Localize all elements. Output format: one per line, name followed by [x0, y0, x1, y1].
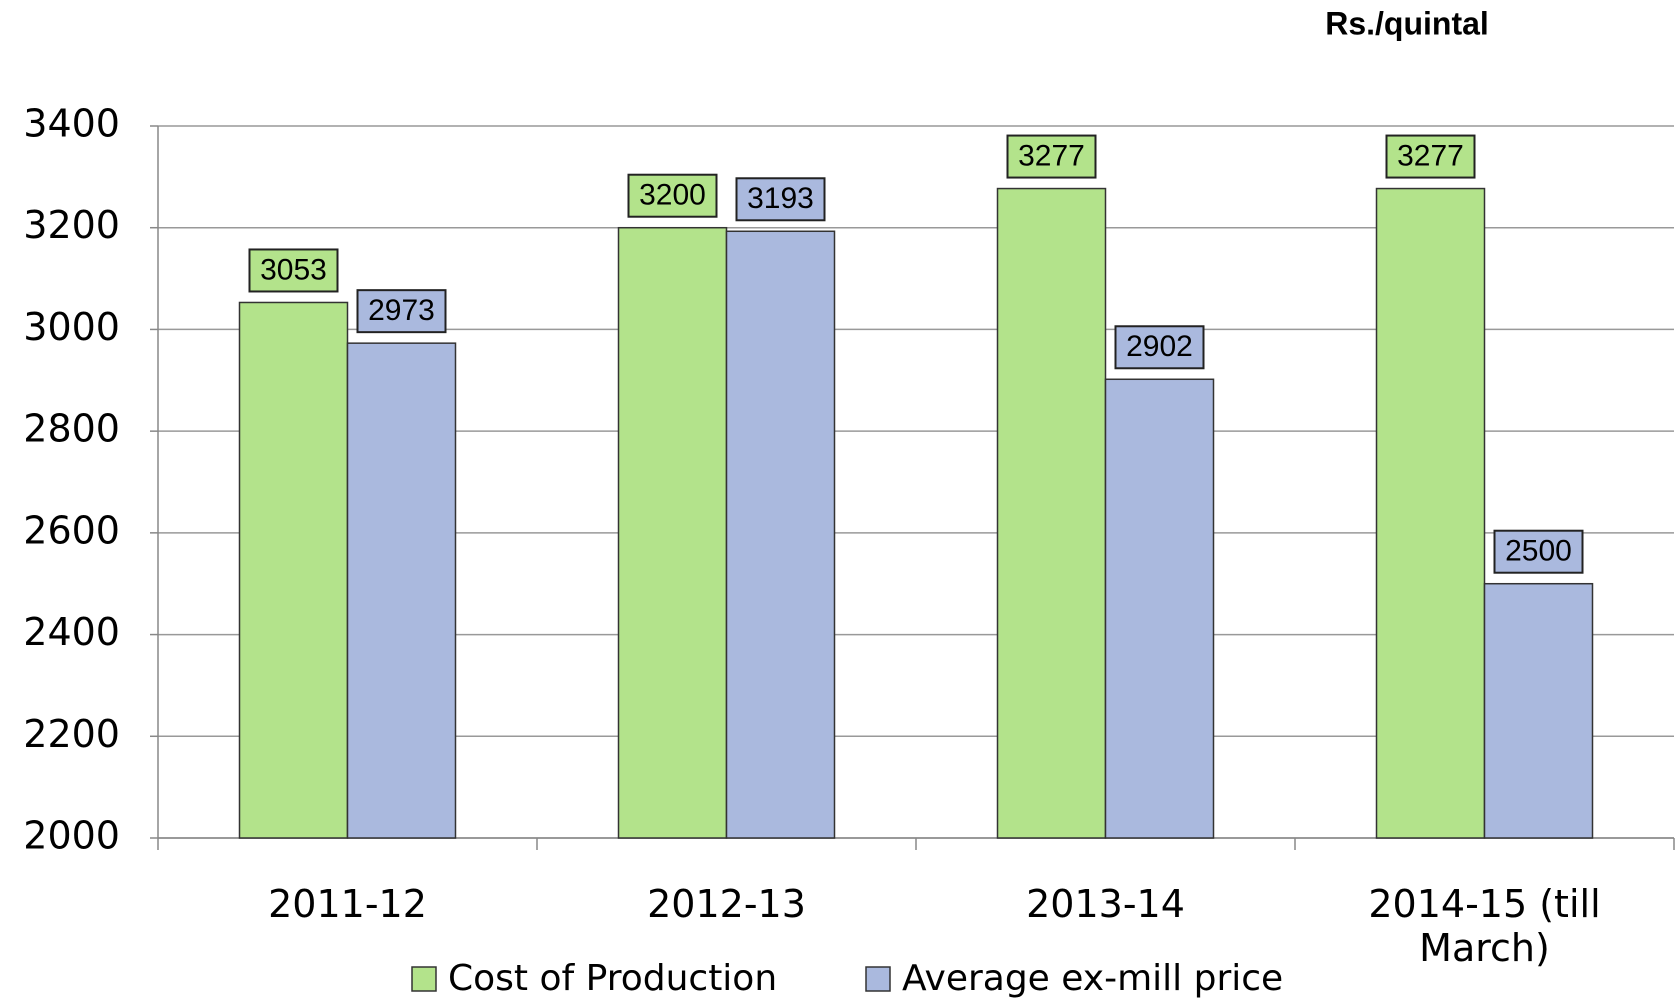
y-tick-label: 3000 — [23, 305, 120, 349]
legend-label: Average ex-mill price — [902, 958, 1283, 999]
y-tick-label: 2800 — [23, 407, 120, 451]
data-label-box — [1385, 134, 1476, 179]
y-tick-label: 3400 — [23, 102, 120, 146]
legend-swatch — [865, 966, 891, 992]
data-label: 3277 — [1397, 139, 1464, 172]
data-label-box — [1006, 134, 1097, 179]
data-label-box — [735, 177, 826, 222]
data-label-box — [627, 173, 718, 218]
legend-swatch — [411, 966, 437, 992]
bar — [996, 187, 1107, 839]
y-tick-label: 2200 — [23, 712, 120, 756]
bar — [1483, 582, 1594, 839]
y-tick-label: 2400 — [23, 610, 120, 654]
bar — [1375, 187, 1486, 839]
data-label: 3200 — [639, 179, 706, 212]
data-label-box — [248, 248, 339, 293]
data-label: 3053 — [260, 253, 327, 286]
data-label: 2500 — [1505, 535, 1572, 568]
legend-label: Cost of Production — [448, 958, 777, 999]
data-label: 2973 — [368, 294, 435, 327]
data-label-box — [356, 289, 447, 334]
bar — [346, 342, 457, 839]
data-label: 2902 — [1126, 330, 1193, 363]
x-tick-label: 2013-14 — [1026, 882, 1185, 926]
bar — [238, 301, 349, 839]
y-tick-label: 2000 — [23, 814, 120, 858]
x-tick-label: 2011-12 — [268, 882, 427, 926]
unit-label: Rs./quintal — [1325, 5, 1489, 41]
data-label-box — [1114, 325, 1205, 370]
y-tick-label: 3200 — [23, 203, 120, 247]
x-tick-label: 2012-13 — [647, 882, 806, 926]
data-label: 3277 — [1018, 139, 1085, 172]
bar — [725, 230, 836, 839]
y-tick-label: 2600 — [23, 508, 120, 552]
bar — [617, 226, 728, 839]
data-label: 3193 — [747, 182, 814, 215]
x-tick-label: 2014-15 (till March) — [1368, 882, 1601, 970]
bar — [1104, 378, 1215, 839]
data-label-box — [1493, 529, 1584, 574]
